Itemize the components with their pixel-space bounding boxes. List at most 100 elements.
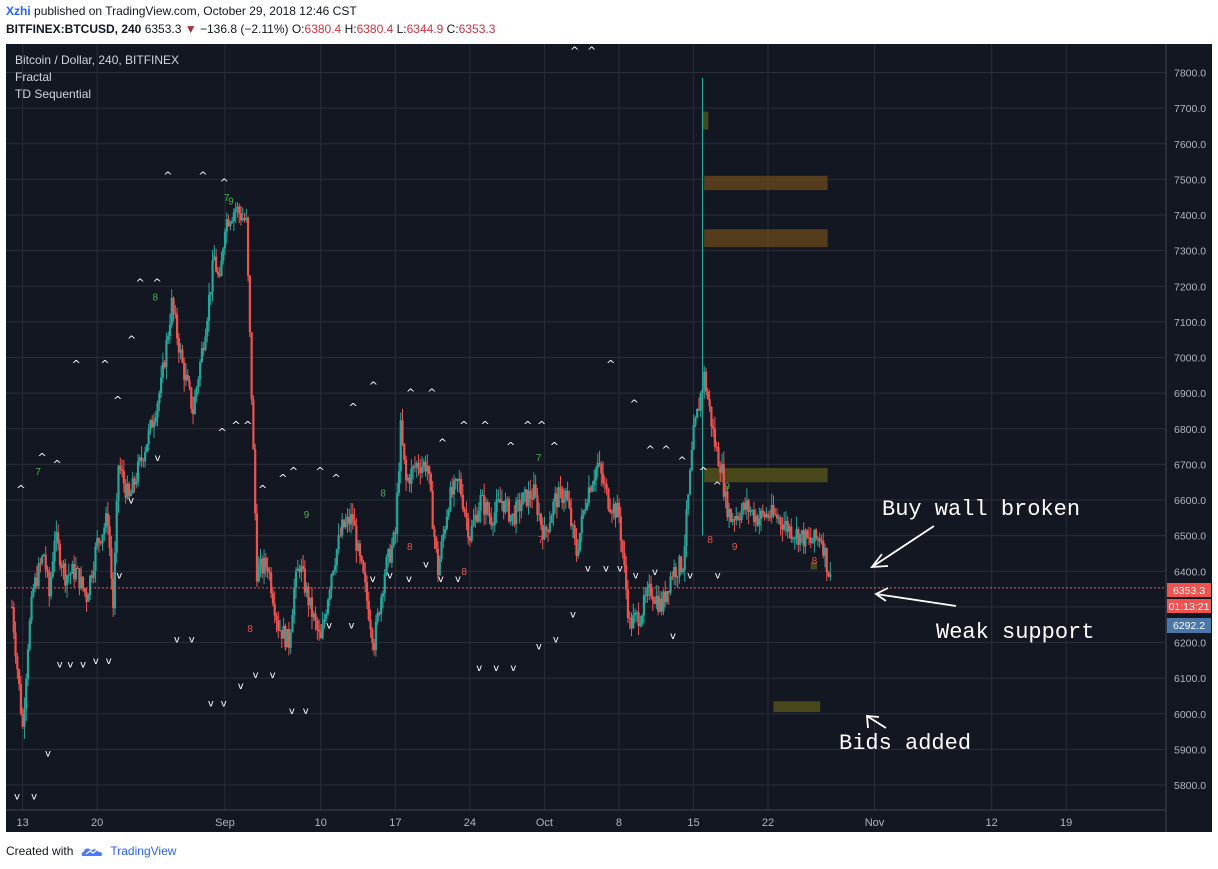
candle-body xyxy=(452,480,456,495)
close-label: C: xyxy=(446,22,459,36)
candle-body xyxy=(742,502,745,511)
candle-body xyxy=(225,219,228,232)
candle-body xyxy=(213,256,216,261)
candle-body xyxy=(300,565,303,573)
candle-body xyxy=(353,520,356,526)
candle-body xyxy=(28,621,31,650)
tradingview-link[interactable]: TradingView xyxy=(81,844,176,858)
legend-td-sequential[interactable]: TD Sequential xyxy=(15,87,91,101)
legend: Bitcoin / Dollar, 240, BITFINEX Fractal … xyxy=(15,53,179,101)
price-chart[interactable]: ^ ^ ^ ^ ^ ^ ^ ^ ^ ^ ^ ^ ^ ^ ^ ^ ^ ^ ^ ^ ^ ^ ^ ^ ^ ^ ^ ^ ^ ^ ^ ^ ^ ^ ^ ^ ^ ^ ^ ^… xyxy=(6,44,1212,832)
candle-body xyxy=(465,512,468,519)
candle-body xyxy=(665,591,669,603)
candle-body xyxy=(515,501,518,525)
price-tick-label: 6700.0 xyxy=(1174,459,1206,471)
candle-body xyxy=(341,519,344,536)
candle-body xyxy=(424,461,427,472)
candle-body xyxy=(78,568,81,589)
fractal-up-mark: ^ xyxy=(570,45,579,58)
candle-body xyxy=(644,595,647,597)
candle-body xyxy=(319,631,322,639)
candle-body xyxy=(381,593,385,597)
time-axis[interactable]: 13 20 Sep 10 17 24 Oct 8 15 22 Nov 12 19 xyxy=(17,817,1073,829)
price-tick-label: 5900.0 xyxy=(1174,744,1206,756)
candle-body xyxy=(445,516,448,529)
arrow-buy-wall-head xyxy=(870,553,889,569)
candle-body xyxy=(580,515,583,534)
fractal-down-mark: v xyxy=(652,567,658,578)
candle-body xyxy=(681,570,685,572)
candle-body xyxy=(818,538,821,542)
price-change: −136.8 (−2.11%) xyxy=(199,22,289,36)
candle-body xyxy=(422,461,425,467)
candle-body xyxy=(740,510,743,521)
fractal-down-mark: v xyxy=(253,670,259,681)
candle-body xyxy=(404,459,408,481)
candle-body xyxy=(284,625,287,648)
candle-body xyxy=(429,473,433,491)
candle-body xyxy=(119,465,122,470)
td-count-label: 8 xyxy=(380,488,386,499)
fractal-down-mark: v xyxy=(221,699,227,710)
candles xyxy=(10,77,832,739)
order-zones xyxy=(702,111,828,713)
candle-body xyxy=(76,567,79,569)
chart-area[interactable]: ^ ^ ^ ^ ^ ^ ^ ^ ^ ^ ^ ^ ^ ^ ^ ^ ^ ^ ^ ^ ^ ^ ^ ^ ^ ^ ^ ^ ^ ^ ^ ^ ^ ^ ^ ^ ^ ^ ^ ^… xyxy=(6,44,1212,832)
price-tick-label: 7000.0 xyxy=(1174,353,1206,365)
candle-body xyxy=(468,537,472,541)
candle-body xyxy=(481,495,484,497)
high-value: 6380.4 xyxy=(356,22,394,36)
candle-body xyxy=(360,556,363,562)
candle-body xyxy=(451,487,454,495)
countdown-badge xyxy=(1167,599,1211,613)
candle-body xyxy=(115,500,118,553)
candle-body xyxy=(720,463,724,473)
candle-body xyxy=(715,446,718,448)
candle-body xyxy=(568,500,571,508)
candle-body xyxy=(371,629,374,643)
candle-body xyxy=(614,503,617,518)
candle-body xyxy=(195,387,198,397)
candle-body xyxy=(696,408,699,418)
fractal-up-mark: ^ xyxy=(678,454,687,467)
candle-body xyxy=(708,399,711,407)
candle-body xyxy=(190,387,193,409)
candle-body xyxy=(596,462,599,469)
candle-body xyxy=(85,592,88,602)
fractal-down-mark: v xyxy=(603,563,609,574)
fractal-up-mark: ^ xyxy=(220,177,229,190)
price-tick-label: 7500.0 xyxy=(1174,174,1206,186)
fractal-down-mark: v xyxy=(45,749,51,760)
candle-body xyxy=(298,568,301,573)
candle-body xyxy=(147,429,150,445)
published-text: published on TradingView.com, October 29… xyxy=(34,4,357,18)
candle-body xyxy=(21,713,24,727)
candle-body xyxy=(610,512,614,514)
close-value: 6353.3 xyxy=(458,22,496,36)
fractal-down-mark: v xyxy=(326,620,332,631)
candle-body xyxy=(754,515,757,522)
candle-body xyxy=(99,541,102,544)
candle-body xyxy=(330,574,333,590)
legend-fractal[interactable]: Fractal xyxy=(15,70,52,84)
candle-body xyxy=(346,516,349,522)
candle-body xyxy=(823,547,827,556)
candle-body xyxy=(33,577,37,589)
fractal-up-mark: ^ xyxy=(153,276,162,289)
candle-body xyxy=(103,527,106,535)
candle-body xyxy=(355,525,358,551)
candle-body xyxy=(499,499,502,503)
candle-body xyxy=(511,513,514,515)
candle-body xyxy=(728,509,731,518)
candle-body xyxy=(735,515,738,521)
price-axis[interactable]: 7800.0 7700.0 7600.0 7500.0 7400.0 7300.0 7200… xyxy=(1174,68,1206,793)
candle-body xyxy=(46,569,49,573)
author-link[interactable]: Xzhi xyxy=(6,4,31,18)
candle-body xyxy=(756,515,759,526)
candle-body xyxy=(35,577,38,587)
fractal-down-mark: v xyxy=(406,574,412,585)
candle-body xyxy=(406,477,409,481)
candle-body xyxy=(374,621,377,651)
candle-body xyxy=(156,403,159,418)
legend-title: Bitcoin / Dollar, 240, BITFINEX xyxy=(15,53,179,67)
